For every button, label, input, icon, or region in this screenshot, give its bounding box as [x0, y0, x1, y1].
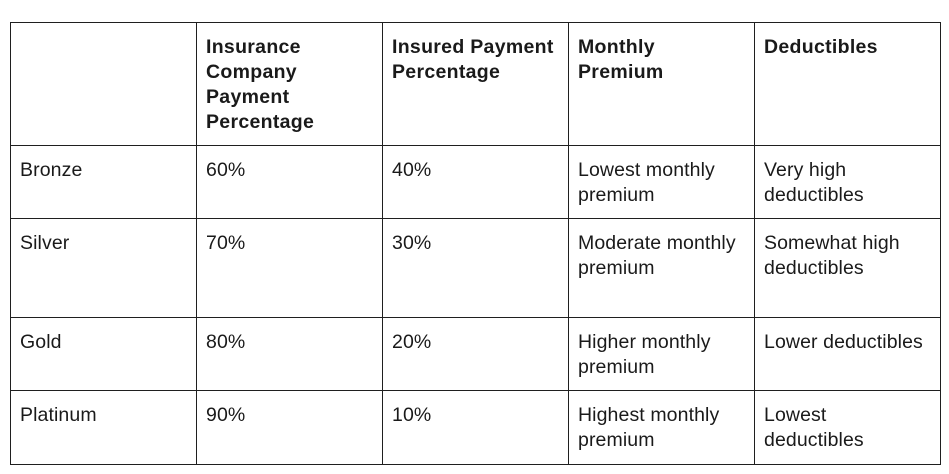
cell-insured-share: 10% [382, 390, 569, 465]
cell-tier: Gold [10, 317, 197, 391]
table-row: Platinum 90% 10% Highest monthly premium… [10, 390, 941, 465]
plan-comparison-table-wrapper: Insurance Company Payment Percentage Ins… [10, 22, 941, 465]
table-row: Bronze 60% 40% Lowest monthly premium Ve… [10, 145, 941, 219]
cell-deductibles: Lower deductibles [754, 317, 941, 391]
header-cell-tier [10, 22, 197, 146]
cell-deductibles: Very high deductibles [754, 145, 941, 219]
cell-monthly-premium: Highest monthly premium [568, 390, 755, 465]
header-cell-insured-share: Insured Payment Percentage [382, 22, 569, 146]
header-cell-insurer-share: Insurance Company Payment Percentage [196, 22, 383, 146]
cell-insurer-share: 70% [196, 218, 383, 318]
cell-insured-share: 30% [382, 218, 569, 318]
plan-comparison-table: Insurance Company Payment Percentage Ins… [10, 22, 941, 465]
cell-insurer-share: 90% [196, 390, 383, 465]
cell-insured-share: 40% [382, 145, 569, 219]
cell-monthly-premium: Moderate monthly premium [568, 218, 755, 318]
cell-monthly-premium: Lowest monthly premium [568, 145, 755, 219]
cell-insurer-share: 60% [196, 145, 383, 219]
table-row: Silver 70% 30% Moderate monthly premium … [10, 218, 941, 318]
cell-deductibles: Lowest deductibles [754, 390, 941, 465]
cell-monthly-premium: Higher monthly premium [568, 317, 755, 391]
cell-insurer-share: 80% [196, 317, 383, 391]
header-cell-monthly-premium: Monthly Premium [568, 22, 755, 146]
cell-tier: Platinum [10, 390, 197, 465]
cell-insured-share: 20% [382, 317, 569, 391]
cell-deductibles: Somewhat high deductibles [754, 218, 941, 318]
cell-tier: Bronze [10, 145, 197, 219]
header-cell-deductibles: Deductibles [754, 22, 941, 146]
table-header-row: Insurance Company Payment Percentage Ins… [10, 22, 941, 146]
table-row: Gold 80% 20% Higher monthly premium Lowe… [10, 317, 941, 391]
cell-tier: Silver [10, 218, 197, 318]
